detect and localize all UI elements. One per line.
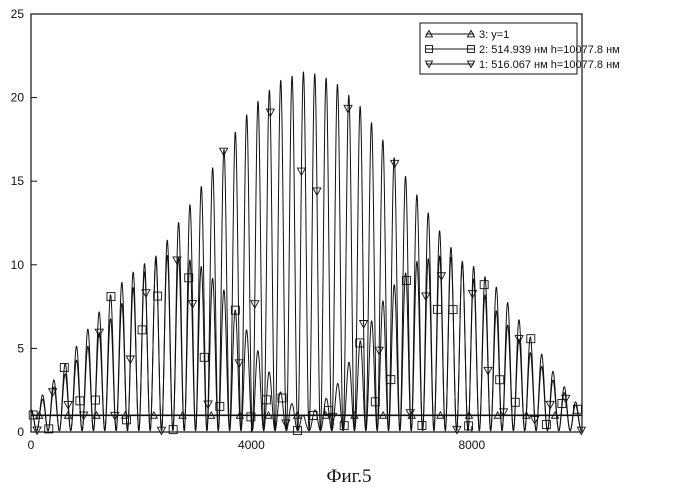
y-tick-label: 15 [11, 174, 25, 188]
y-tick-label: 10 [11, 258, 25, 272]
legend-label: 1: 516.067 нм h=10077.8 нм [479, 59, 620, 71]
x-tick-label: 0 [28, 438, 35, 452]
y-tick-label: 20 [11, 91, 25, 105]
x-tick-label: 8000 [458, 438, 485, 452]
legend-label: 2: 514.939 нм h=10077.8 нм [479, 44, 620, 56]
y-tick-label: 25 [11, 7, 25, 21]
y-tick-label: 5 [17, 341, 24, 355]
x-tick-label: 4000 [238, 438, 265, 452]
legend-label: 3: y=1 [479, 29, 509, 41]
legend: 3: y=1 2: 514.939 нм h=10077.8 нм 1: 516.0… [420, 23, 620, 74]
figure-caption: Фиг.5 [0, 466, 698, 488]
y-tick-label: 0 [17, 425, 24, 439]
